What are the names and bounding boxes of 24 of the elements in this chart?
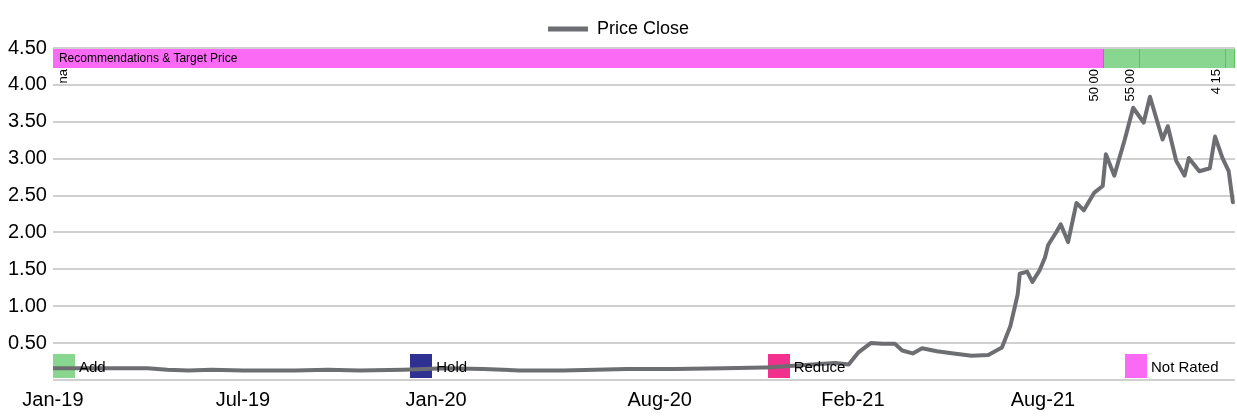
y-tick-label: 0.50 bbox=[7, 330, 47, 353]
annotation: na bbox=[54, 69, 71, 86]
x-tick-label: Jul-19 bbox=[215, 387, 271, 410]
y-tick-label: 3.00 bbox=[7, 146, 47, 169]
annotation: 50.00 bbox=[1085, 69, 1102, 104]
y-tick-label: 2.50 bbox=[7, 183, 47, 206]
legend-label: Price Close bbox=[596, 17, 690, 38]
y-tick-label: 1.00 bbox=[7, 293, 47, 316]
legend-label: Hold bbox=[436, 357, 468, 375]
y-tick-label: 3.50 bbox=[7, 109, 47, 132]
y-tick-label: 4.00 bbox=[7, 72, 47, 95]
annotation: 55.00 bbox=[1122, 69, 1139, 104]
y-tick-label: 4.50 bbox=[7, 35, 47, 58]
x-tick-label: Jan-19 bbox=[22, 387, 84, 410]
legend-label: Add bbox=[78, 357, 106, 375]
x-tick-label: Aug-20 bbox=[627, 387, 692, 410]
annotation: 4.15 bbox=[1207, 69, 1224, 97]
y-tick-label: 2.00 bbox=[7, 219, 47, 242]
x-tick-label: Jan-20 bbox=[405, 387, 467, 410]
x-tick-label: Aug-21 bbox=[1010, 387, 1076, 410]
legend-label: Not Rated bbox=[1151, 357, 1219, 375]
annotation: Recommendations & Target Price bbox=[58, 51, 238, 65]
x-tick-label: Feb-21 bbox=[821, 387, 885, 410]
y-tick-label: 1.50 bbox=[7, 256, 47, 279]
